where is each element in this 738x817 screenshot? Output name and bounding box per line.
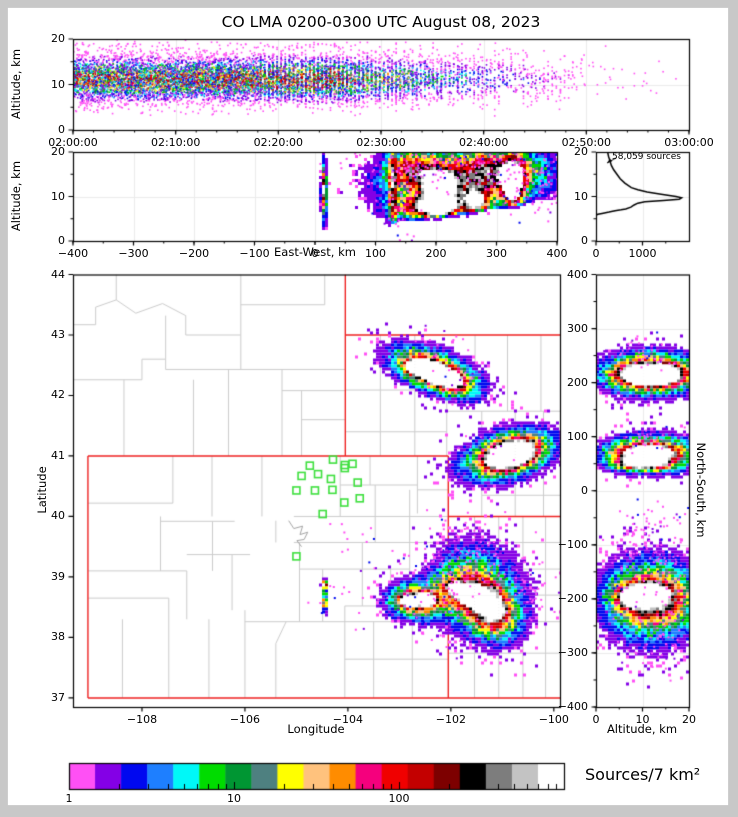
north-south-ytick-label: −300 [557,645,588,659]
east-west-xtick-label: −100 [239,247,270,260]
north-south-ytick-label: 0 [581,483,588,497]
map-ylabel: Latitude [35,466,49,514]
east-west-ytick-label: 10 [51,189,65,203]
time-axis-tick-label: 02:30:00 [356,136,406,149]
east-west-xtick-label: 300 [486,247,507,260]
east-west-xtick-label: 400 [546,247,568,260]
map-ytick-label: 44 [51,267,65,281]
east-west-xtick-label: −400 [57,247,89,260]
east-west-ylabel: Altitude, km [9,160,23,232]
histogram-ytick-label: 0 [581,234,588,247]
north-south-xtick-label: 0 [592,713,600,726]
map-xtick-label: −104 [332,713,363,726]
north-south-ytick-label: 400 [567,267,588,281]
time-axis-tick-label: 02:40:00 [458,136,509,149]
colorbar-tick-label: 1 [65,792,73,805]
time-height-ylabel: Altitude, km [9,48,23,120]
map-ytick-label: 43 [51,327,65,341]
page-title: CO LMA 0200-0300 UTC August 08, 2023 [221,13,541,31]
time-axis-tick-label: 02:00:00 [48,136,98,149]
map-ytick-label: 42 [51,388,65,402]
east-west-xlabel: East-West, km [255,245,375,259]
map-ytick-label: 40 [51,509,65,523]
north-south-xtick-label: 10 [635,713,650,726]
north-south-ytick-label: 100 [567,429,588,443]
colorbar-label: Sources/7 km² [585,765,701,784]
east-west-xtick-label: −300 [118,247,149,260]
time-height-ytick-label: 0 [58,123,65,136]
north-south-xlabel: Altitude, km [606,722,678,736]
map-ytick-label: 37 [51,690,65,704]
east-west-xtick-label: 0 [311,247,319,260]
east-west-ytick-label: 0 [58,234,65,247]
source-count-annotation: 58,059 sources [612,152,681,162]
histogram-xtick-label: 0 [592,247,600,260]
east-west-xtick-label: 100 [365,247,386,260]
histogram-ytick-label: 20 [574,145,588,158]
time-axis-tick-label: 02:50:00 [561,136,612,149]
time-height-ytick-label: 10 [51,77,65,91]
colorbar-tick-label: 100 [388,792,410,805]
colorbar-tick-label: 10 [227,792,241,805]
east-west-xtick-label: −200 [178,247,210,260]
histogram-xtick-label: 1000 [628,247,657,260]
map-ytick-label: 39 [51,569,65,583]
map-xtick-label: −102 [435,713,466,726]
time-axis-tick-label: 02:10:00 [150,136,201,149]
north-south-ylabel: North-South, km [694,442,708,538]
north-south-ytick-label: −100 [557,537,588,551]
north-south-xtick-label: 20 [682,713,696,726]
map-ytick-label: 38 [51,630,65,644]
map-xlabel: Longitude [287,722,345,736]
north-south-ytick-label: 200 [567,375,588,389]
map-xtick-label: −100 [538,713,569,726]
east-west-xtick-label: 200 [425,247,447,260]
time-axis-tick-label: 02:20:00 [253,136,304,149]
east-west-ytick-label: 20 [51,145,65,158]
time-height-ytick-label: 20 [51,32,65,45]
map-xtick-label: −108 [126,713,158,726]
map-xtick-label: −106 [229,713,261,726]
histogram-ytick-label: 10 [574,189,588,203]
time-axis-tick-label: 03:00:00 [664,136,714,149]
north-south-ytick-label: −400 [557,700,588,713]
north-south-ytick-label: −200 [557,591,588,605]
map-ytick-label: 41 [51,448,65,462]
north-south-ytick-label: 300 [567,321,588,335]
